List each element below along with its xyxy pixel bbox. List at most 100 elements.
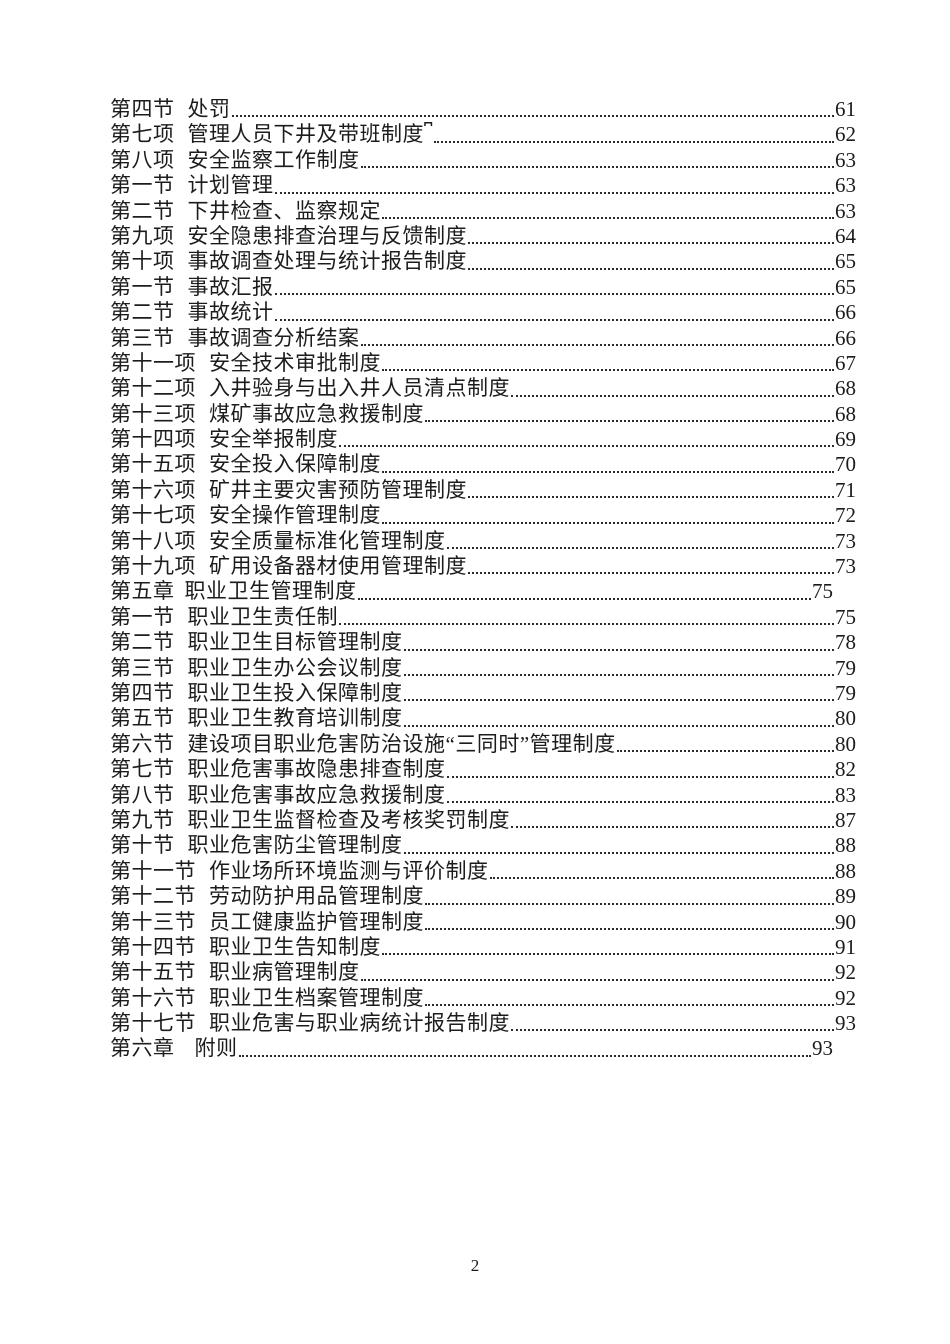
dot-leader [274,318,834,321]
toc-entry-label: 第十三项 [110,401,196,426]
toc-entry[interactable]: 第一节 职业卫生责任制 75 [110,605,856,630]
dot-leader [511,394,834,397]
toc-entry-page-number: 80 [835,731,856,756]
toc-entry-label: 第十八项 [110,528,196,553]
toc-entry[interactable]: 第三节 事故调查分析结案 66 [110,326,856,351]
toc-entry-title: 安全隐患排查治理与反馈制度 [187,223,467,248]
dot-leader [382,369,834,372]
toc-entry[interactable]: 第十二项 入井验身与出入井人员清点制度 68 [110,376,856,401]
toc-entry[interactable]: 第九项 安全隐患排查治理与反馈制度 64 [110,224,856,249]
toc-entry-title: 职业危害事故隐患排查制度 [187,757,446,782]
dot-leader [403,724,834,727]
toc-entry-label: 第十二项 [110,376,196,401]
toc-entry-page-number: 69 [835,427,856,452]
toc-entry-page-number: 65 [835,274,856,299]
toc-entry-page-number: 88 [835,833,856,858]
toc-entry[interactable]: 第六章 附则 93 [110,1036,856,1061]
toc-entry-title: 下井检查、监察规定 [187,198,381,223]
toc-entry[interactable]: 第八节 职业危害事故应急救援制度 83 [110,783,856,808]
toc-entry[interactable]: 第十四项 安全举报制度 69 [110,427,856,452]
toc-entry[interactable]: 第五节 职业卫生教育培训制度 80 [110,706,856,731]
toc-entry-page-number: 82 [835,757,856,782]
toc-entry-page-number: 75 [835,604,856,629]
toc-entry[interactable]: 第十九项 矿用设备器材使用管理制度 73 [110,554,856,579]
toc-entry-label: 第四节 [110,97,175,121]
toc-entry[interactable]: 第四节 职业卫生投入保障制度 79 [110,681,856,706]
toc-entry[interactable]: 第十一节 作业场所环境监测与评价制度 88 [110,859,856,884]
toc-entry[interactable]: 第十五节 职业病管理制度 92 [110,960,856,985]
toc-entry-page-number: 79 [835,655,856,680]
toc-entry[interactable]: 第十八项 安全质量标准化管理制度 73 [110,529,856,554]
toc-entry[interactable]: 第十六项 矿井主要灾害预防管理制度 71 [110,478,856,503]
toc-entry-title: 矿井主要灾害预防管理制度 [209,477,467,502]
toc-entry-title: 安全投入保障制度 [209,452,381,477]
toc-entry-title: 计划管理 [187,173,274,198]
toc-entry[interactable]: 第十五项 安全投入保障制度 70 [110,452,856,477]
toc-entry-page-number: 90 [835,909,856,934]
toc-entry-page-number: 71 [835,477,856,502]
toc-entry[interactable]: 第二节 职业卫生目标管理制度 78 [110,630,856,655]
table-of-contents: 第四节 处罚 61 第七项 管理人员下井及带班制度⎴ 62 第八项 安全监察工作… [110,97,856,1062]
toc-entry[interactable]: 第十七项 安全操作管理制度 72 [110,503,856,528]
dot-leader [446,547,834,550]
toc-entry-title: 作业场所环境监测与评价制度 [209,858,489,883]
toc-entry-title: 事故统计 [187,300,274,325]
toc-entry-label: 第三节 [110,655,175,680]
toc-entry[interactable]: 第二节 事故统计 66 [110,300,856,325]
toc-entry[interactable]: 第六节 建设项目职业危害防治设施“三同时”管理制度 80 [110,732,856,757]
toc-entry-label: 第一节 [110,274,175,299]
toc-entry[interactable]: 第二节 下井检查、监察规定 63 [110,199,856,224]
toc-entry-title: 职业危害防尘管理制度 [187,833,403,858]
toc-entry-label: 第七节 [110,757,175,782]
toc-entry[interactable]: 第十节 职业危害防尘管理制度 88 [110,833,856,858]
toc-entry-page-number: 64 [835,223,856,248]
toc-entry-page-number: 63 [835,147,856,172]
dot-leader [360,978,834,981]
toc-entry[interactable]: 第十七节 职业危害与职业病统计报告制度 93 [110,1011,856,1036]
toc-entry-title: 职业卫生告知制度 [209,934,381,959]
toc-entry[interactable]: 第五章 职业卫生管理制度 75 [110,579,856,604]
toc-entry-label: 第十一节 [110,858,196,883]
footer-page-number: 2 [470,1256,480,1275]
dot-leader [382,953,834,956]
dot-leader [238,1054,811,1057]
toc-entry-label: 第五节 [110,706,175,731]
toc-entry-title: 职业病管理制度 [209,960,360,985]
toc-entry-page-number: 88 [835,858,856,883]
toc-entry[interactable]: 第十六节 职业卫生档案管理制度 92 [110,986,856,1011]
toc-entry-label: 第二节 [110,198,175,223]
toc-entry[interactable]: 第一节 计划管理 63 [110,173,856,198]
toc-entry[interactable]: 第三节 职业卫生办公会议制度 79 [110,656,856,681]
dot-leader [231,115,834,118]
toc-entry[interactable]: 第七项 管理人员下井及带班制度⎴ 62 [110,122,856,147]
toc-entry[interactable]: 第十三节 员工健康监护管理制度 90 [110,910,856,935]
toc-entry[interactable]: 第七节 职业危害事故隐患排查制度 82 [110,757,856,782]
toc-entry-title: 安全操作管理制度 [209,503,381,528]
toc-entry-title: 职业卫生档案管理制度 [209,985,424,1010]
toc-entry[interactable]: 第十四节 职业卫生告知制度 91 [110,935,856,960]
dot-leader [403,699,834,702]
toc-entry[interactable]: 第九节 职业卫生监督检查及考核奖罚制度 87 [110,808,856,833]
toc-entry[interactable]: 第十项 事故调查处理与统计报告制度 65 [110,249,856,274]
toc-entry-page-number: 73 [835,528,856,553]
toc-entry-title: 安全监察工作制度 [187,147,360,172]
toc-entry[interactable]: 第十一项 安全技术审批制度 67 [110,351,856,376]
toc-entry-title: 安全举报制度 [209,427,338,452]
toc-entry[interactable]: 第十三项 煤矿事故应急救援制度 68 [110,402,856,427]
toc-entry-page-number: 75 [812,579,833,604]
toc-entry-title: 职业危害与职业病统计报告制度 [209,1011,510,1036]
toc-entry-page-number: 62 [835,122,856,147]
toc-entry[interactable]: 第十二节 劳动防护用品管理制度 89 [110,884,856,909]
dot-leader [382,521,834,524]
dot-leader [382,216,834,219]
toc-entry-title: 建设项目职业危害防治设施“三同时”管理制度 [187,731,616,756]
toc-entry-page-number: 93 [835,1011,856,1036]
toc-entry-title: 事故调查分析结案 [187,325,360,350]
toc-entry[interactable]: 第八项 安全监察工作制度 63 [110,148,856,173]
toc-entry[interactable]: 第一节 事故汇报 65 [110,275,856,300]
toc-entry[interactable]: 第四节 处罚 61 [110,97,856,122]
dot-leader [468,242,834,245]
toc-entry-title: 员工健康监护管理制度 [209,909,424,934]
toc-entry-label: 第十二节 [110,884,196,909]
toc-entry-label: 第十五节 [110,960,196,985]
